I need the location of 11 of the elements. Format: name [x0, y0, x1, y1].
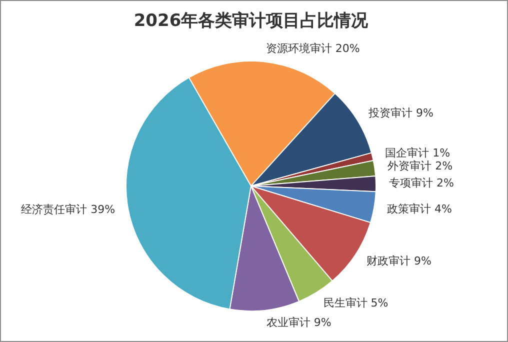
- slice-label: 农业审计 9%: [266, 316, 332, 330]
- chart-title: 2026年各类审计项目占比情况: [134, 11, 370, 31]
- slice-label: 民生审计 5%: [323, 296, 388, 310]
- slice-label: 外资审计 2%: [388, 159, 453, 172]
- slice-label: 经济责任审计 39%: [21, 202, 116, 216]
- slice-label: 国企审计 1%: [385, 146, 450, 160]
- slice-label: 政策审计 4%: [386, 202, 452, 216]
- slice-label: 投资审计 9%: [368, 106, 434, 120]
- slice-label: 资源环境审计 20%: [266, 42, 360, 55]
- slice-label: 专项审计 2%: [388, 176, 454, 190]
- slice-label: 财政审计 9%: [366, 254, 432, 268]
